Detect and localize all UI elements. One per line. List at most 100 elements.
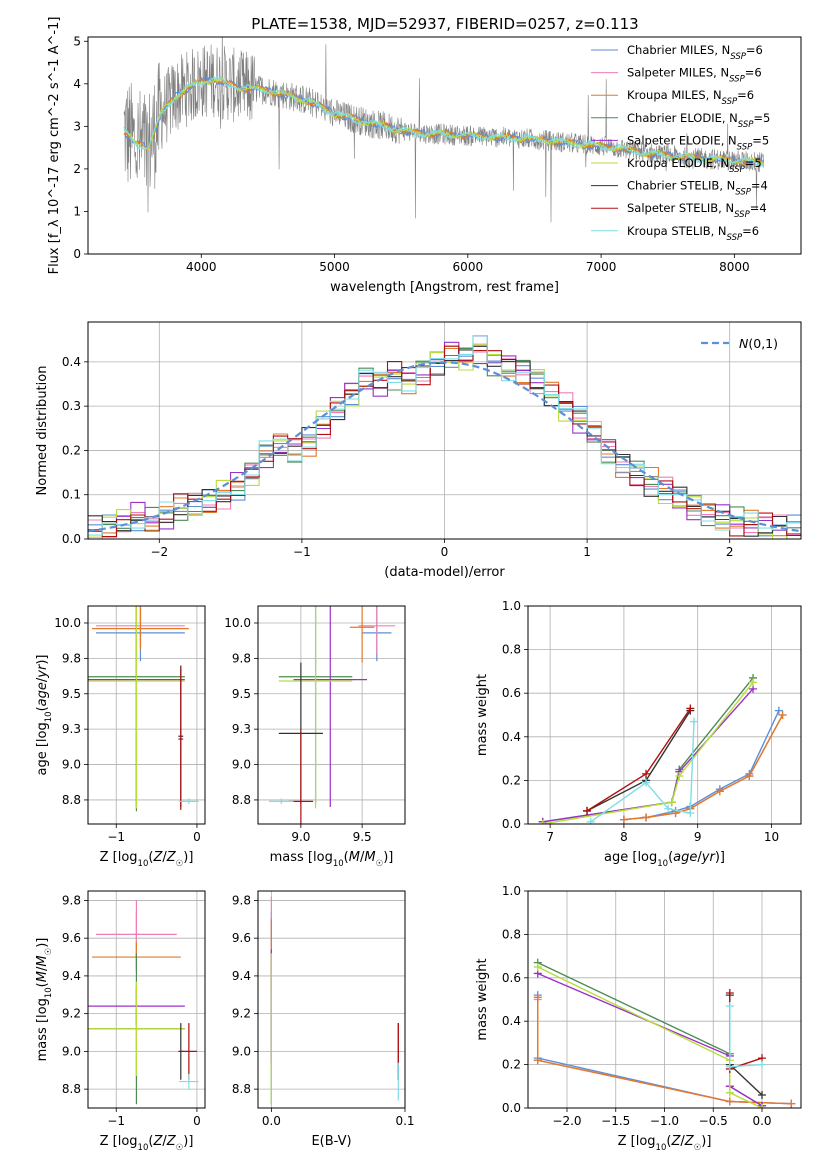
x-axis-label: wavelength [Angstrom, rest frame] bbox=[330, 280, 559, 295]
panel-residuals: −2 −1 0 1 2 0.0 0.1 0.2 0.3 0.4 (data-model)/error… bbox=[35, 321, 802, 580]
error-point bbox=[179, 798, 199, 805]
x-tick-label: 0 bbox=[193, 830, 201, 844]
legend-entry: Kroupa STELIB, NSSP=6 bbox=[627, 224, 759, 243]
plot-area bbox=[538, 673, 787, 824]
residual-histogram bbox=[88, 345, 801, 538]
y-tick-label: 10.0 bbox=[54, 616, 81, 630]
x-tick-label: 0 bbox=[441, 545, 449, 559]
weight-line bbox=[729, 1006, 763, 1068]
y-tick-label: 5 bbox=[73, 34, 81, 48]
x-axis-label: Z [log10(Z/Z☉)] bbox=[100, 850, 194, 869]
weight-marker bbox=[533, 962, 542, 971]
y-tick-label: 9.0 bbox=[62, 758, 81, 772]
legend-entry: Chabrier MILES, NSSP=6 bbox=[627, 43, 763, 62]
legend-entry: Chabrier ELODIE, NSSP=5 bbox=[627, 111, 770, 130]
y-tick-label: 9.6 bbox=[62, 931, 81, 945]
y-axis-label: mass weight bbox=[475, 674, 490, 756]
y-tick-label: 0 bbox=[73, 247, 81, 261]
x-tick-label: 10 bbox=[764, 830, 779, 844]
y-tick-label: 0.4 bbox=[502, 1014, 521, 1028]
y-tick-label: 0.2 bbox=[502, 773, 521, 787]
y-tick-label: 9.8 bbox=[62, 651, 81, 665]
weight-line bbox=[542, 677, 754, 823]
x-axis-label: Z [log10(Z/Z☉)] bbox=[618, 1134, 712, 1153]
x-tick-label: −1 bbox=[293, 545, 311, 559]
error-point bbox=[180, 1023, 197, 1080]
y-tick-label: 3 bbox=[73, 119, 81, 133]
y-tick-label: 1 bbox=[73, 204, 81, 218]
normal-curve bbox=[88, 361, 801, 533]
figure-title: PLATE=1538, MJD=52937, FIBERID=0257, z=0… bbox=[251, 15, 638, 33]
x-tick-label: −1.0 bbox=[650, 1114, 679, 1128]
x-tick-label: −1 bbox=[107, 830, 125, 844]
axes-frame bbox=[87, 890, 206, 1109]
weight-marker bbox=[533, 993, 542, 1002]
x-axis-label: E(B-V) bbox=[311, 1134, 351, 1149]
panel-weight-vs-age: 7 8 9 10 0.0 0.2 0.4 0.6 0.8 1.0 age [log10(age/yr… bbox=[475, 599, 802, 869]
axes-frame bbox=[257, 605, 406, 825]
y-tick-label: 1.0 bbox=[502, 884, 521, 898]
y-tick-label: 9.8 bbox=[232, 893, 251, 907]
error-point bbox=[349, 606, 375, 663]
weight-marker bbox=[619, 815, 628, 824]
plot-area bbox=[123, 37, 765, 223]
panel-weight-vs-Z: −2.0 −1.5 −1.0 −0.5 0.0 0.0 0.2 0.4 0.6 0.8 1.0 Z [… bbox=[475, 884, 802, 1153]
legend-entry: Chabrier STELIB, NSSP=4 bbox=[627, 179, 768, 198]
weight-marker bbox=[725, 1088, 734, 1097]
plot-area bbox=[269, 606, 396, 824]
x-axis-label: Z [log10(Z/Z☉)] bbox=[100, 1134, 194, 1153]
legend-entry: Kroupa ELODIE, NSSP=5 bbox=[627, 156, 762, 175]
y-tick-label: 9.0 bbox=[232, 1044, 251, 1058]
weight-marker bbox=[725, 1097, 734, 1106]
panel-mass-vs-Z: −1 0 8.8 9.0 9.2 9.4 9.6 9.8 Z [log10(Z/Z☉)] mass… bbox=[35, 890, 206, 1153]
x-tick-label: 7 bbox=[546, 830, 554, 844]
error-point bbox=[88, 981, 185, 1076]
weight-marker bbox=[538, 820, 547, 824]
legend-entry: Salpeter MILES, NSSP=6 bbox=[627, 66, 762, 85]
y-tick-label: 9.3 bbox=[232, 722, 251, 736]
plot-area bbox=[88, 900, 199, 1105]
weight-marker bbox=[675, 772, 684, 781]
weight-marker bbox=[749, 678, 758, 687]
x-tick-label: 7000 bbox=[586, 260, 617, 274]
y-tick-label: 8.8 bbox=[232, 793, 251, 807]
weight-marker bbox=[667, 798, 676, 807]
error-point bbox=[179, 1074, 199, 1090]
weight-marker bbox=[642, 813, 651, 822]
weight-marker bbox=[758, 1090, 766, 1099]
legend-entry: N(0,1) bbox=[739, 336, 778, 351]
weight-line bbox=[586, 708, 691, 812]
spectrum-data-line bbox=[123, 37, 764, 223]
y-tick-label: 8.8 bbox=[62, 1082, 81, 1096]
y-axis-label: age [log10(age/yr)] bbox=[35, 655, 54, 776]
y-tick-label: 0.8 bbox=[502, 927, 521, 941]
weight-line bbox=[537, 997, 792, 1105]
plot-area bbox=[88, 334, 801, 539]
y-tick-label: 9.2 bbox=[62, 1007, 81, 1021]
y-tick-label: 9.2 bbox=[232, 1007, 251, 1021]
y-tick-label: 9.8 bbox=[62, 893, 81, 907]
y-tick-label: 9.0 bbox=[232, 758, 251, 772]
y-tick-label: 9.5 bbox=[62, 687, 81, 701]
x-tick-label: −2.0 bbox=[552, 1114, 581, 1128]
weight-marker bbox=[686, 809, 695, 818]
x-tick-label: 9.0 bbox=[291, 830, 310, 844]
weight-marker bbox=[725, 988, 734, 997]
weight-marker bbox=[758, 1060, 766, 1069]
error-point bbox=[178, 668, 184, 810]
panel-age-vs-Z: −1 0 8.8 9.0 9.3 9.5 9.8 10.0 Z [log10(Z/Z☉)] age… bbox=[35, 605, 206, 869]
y-axis-label: Flux [f_λ 10^-17 erg cm^-2 s^-1 A^-1] bbox=[47, 17, 62, 275]
axes-frame bbox=[527, 890, 802, 1109]
axes-frame bbox=[527, 605, 802, 825]
weight-marker bbox=[642, 778, 651, 787]
weight-marker bbox=[725, 1002, 734, 1011]
plot-area bbox=[88, 606, 199, 812]
y-tick-label: 0.8 bbox=[502, 643, 521, 657]
y-tick-label: 0.2 bbox=[502, 1058, 521, 1072]
y-tick-label: 0.0 bbox=[502, 1101, 521, 1115]
error-point bbox=[92, 607, 189, 650]
weight-marker bbox=[778, 711, 787, 719]
x-tick-label: −2 bbox=[150, 545, 168, 559]
